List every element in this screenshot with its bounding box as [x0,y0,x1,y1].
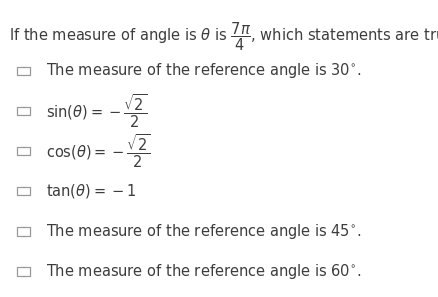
Text: The measure of the reference angle is $60^{\circ}$.: The measure of the reference angle is $6… [46,262,361,281]
Bar [17,67,30,75]
Text: The measure of the reference angle is $30^{\circ}$.: The measure of the reference angle is $3… [46,61,361,80]
Bar [17,187,30,195]
Bar [17,147,30,155]
Text: $\sin(\theta) = -\dfrac{\sqrt{2}}{2}$: $\sin(\theta) = -\dfrac{\sqrt{2}}{2}$ [46,92,147,130]
Bar [17,107,30,115]
Bar [17,267,30,276]
Text: $\cos(\theta) = -\dfrac{\sqrt{2}}{2}$: $\cos(\theta) = -\dfrac{\sqrt{2}}{2}$ [46,132,151,170]
Text: If the measure of angle is $\theta$ is $\dfrac{7\pi}{4}$, which statements are t: If the measure of angle is $\theta$ is $… [9,21,438,53]
Text: The measure of the reference angle is $45^{\circ}$.: The measure of the reference angle is $4… [46,222,361,241]
Text: $\tan(\theta) = -1$: $\tan(\theta) = -1$ [46,182,136,200]
Bar [17,227,30,236]
